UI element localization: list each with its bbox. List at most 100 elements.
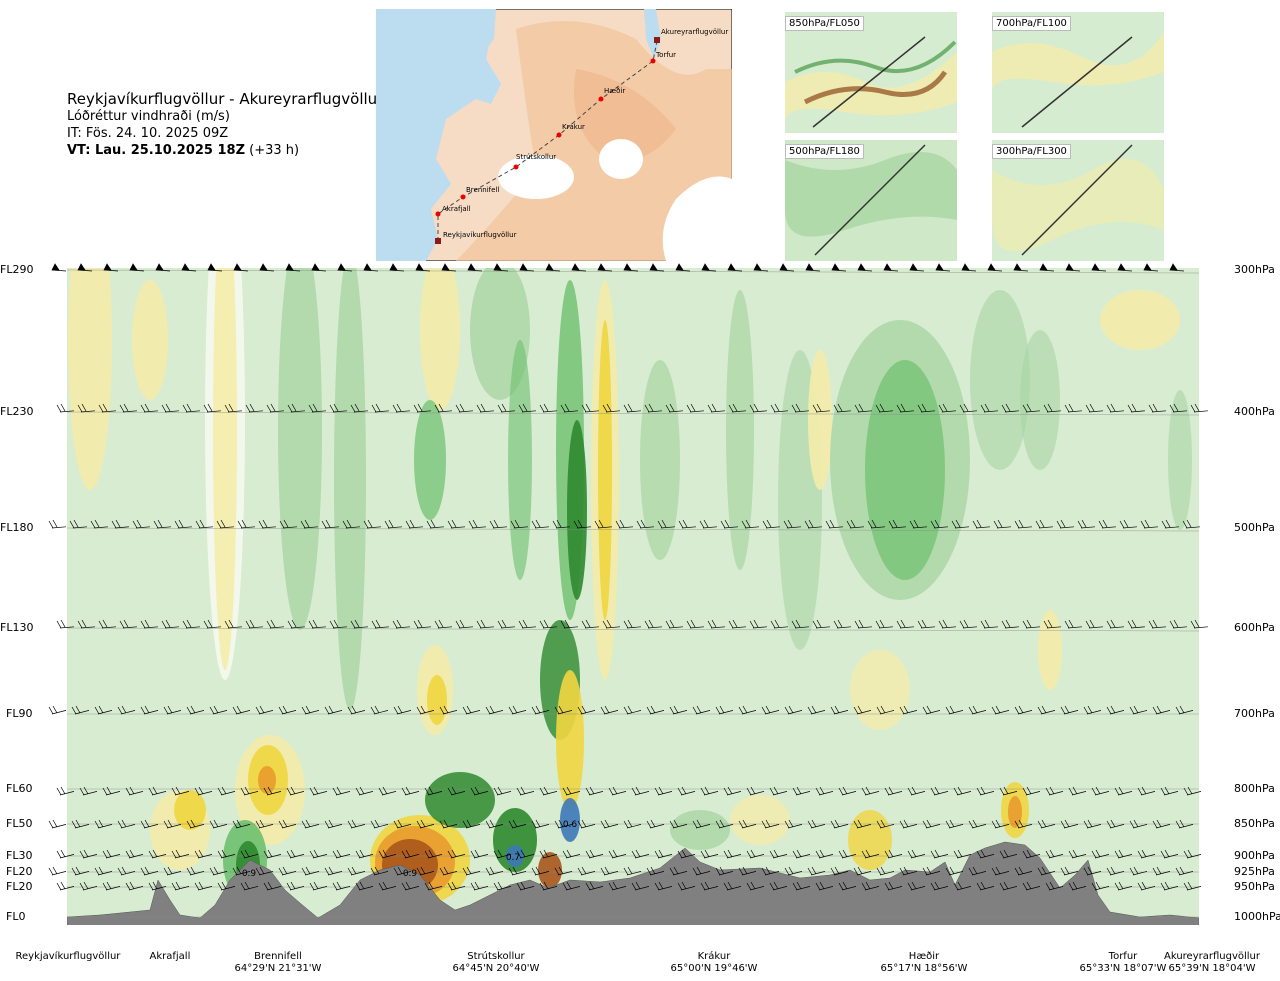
- wind-barb: [646, 866, 665, 876]
- wind-barb: [815, 786, 834, 796]
- wind-barb: [539, 881, 558, 891]
- wind-barb: [439, 866, 458, 876]
- wind-barb: [71, 866, 90, 876]
- location-name: Strútskollur: [467, 951, 525, 962]
- wind-barb: [287, 619, 306, 629]
- strong-downdraft-core: [425, 772, 495, 828]
- wind-barb: [497, 403, 516, 413]
- wind-barb: [761, 866, 780, 876]
- wind-barb: [791, 403, 810, 413]
- wind-barb: [531, 866, 550, 876]
- wind-barb: [1148, 403, 1167, 413]
- wind-barb: [723, 786, 742, 796]
- wind-barb: [1129, 705, 1148, 715]
- wind-barb: [608, 786, 627, 796]
- wind-barb: [1114, 786, 1133, 796]
- wind-barb: [876, 705, 895, 715]
- wind-barb: [207, 263, 223, 272]
- wind-barb: [807, 866, 826, 876]
- wind-barb: [1014, 819, 1033, 829]
- wind-barb: [1137, 849, 1156, 859]
- wind-barb: [48, 866, 67, 876]
- wind-barb: [148, 849, 167, 859]
- wind-barb: [1035, 519, 1054, 529]
- wind-barb: [999, 881, 1018, 891]
- route-map: Reykjavíkurflugvöllur Akrafjall Brennife…: [376, 9, 732, 261]
- wind-barb: [415, 263, 431, 272]
- wind-barb: [56, 881, 75, 891]
- location-name: Akrafjall: [149, 951, 191, 962]
- wind-barb: [723, 849, 742, 859]
- wind-barb: [594, 519, 613, 529]
- wind-barb: [401, 786, 420, 796]
- wind-barb: [232, 819, 251, 829]
- wind-barb: [746, 786, 765, 796]
- wind-barb: [1022, 403, 1041, 413]
- wind-barb: [321, 519, 340, 529]
- wind-barb: [1169, 403, 1188, 413]
- wind-barb: [155, 263, 171, 272]
- wind-barb: [883, 263, 899, 272]
- updraft-core: [556, 670, 584, 810]
- wind-barb: [1161, 519, 1180, 529]
- thumbnail-500hpa[interactable]: 500hPa/FL180: [785, 140, 957, 261]
- wind-barb: [1022, 786, 1041, 796]
- wind-barb: [174, 519, 193, 529]
- wind-barb: [1068, 786, 1087, 796]
- location-label: Reykjavíkurflugvöllur: [16, 951, 121, 963]
- wind-barb: [370, 866, 389, 876]
- flight-level-label: FL20: [6, 880, 33, 893]
- thumbnail-300hpa[interactable]: 300hPa/FL300: [992, 140, 1164, 261]
- wind-barb: [216, 519, 235, 529]
- wind-barb: [1106, 403, 1125, 413]
- thumbnail-label: 300hPa/FL300: [992, 144, 1071, 159]
- wind-barb: [347, 819, 366, 829]
- location-name: Hæðir: [908, 951, 940, 962]
- wind-barb: [562, 849, 581, 859]
- wind-barb: [807, 705, 826, 715]
- wind-barb: [125, 786, 144, 796]
- wind-barb: [991, 866, 1010, 876]
- wind-barb: [899, 866, 918, 876]
- wind-barb: [1083, 705, 1102, 715]
- wind-barb: [493, 881, 512, 891]
- wind-barb: [951, 519, 970, 529]
- wind-barb: [186, 819, 205, 829]
- wind-barb: [678, 519, 697, 529]
- wind-barb: [854, 403, 873, 413]
- wind-barb: [329, 403, 348, 413]
- pressure-level-label: 950hPa: [1234, 880, 1275, 893]
- downdraft-band: [1020, 330, 1060, 470]
- wind-barb: [935, 263, 951, 272]
- wind-barb: [707, 619, 726, 629]
- wind-barb: [945, 705, 964, 715]
- thumbnail-map: [992, 12, 1164, 133]
- wind-barb: [186, 866, 205, 876]
- wind-barb: [1143, 263, 1159, 272]
- wind-barb: [1065, 263, 1081, 272]
- thumbnail-850hpa[interactable]: 850hPa/FL050: [785, 12, 957, 133]
- wind-barb: [1068, 849, 1087, 859]
- wind-barb: [77, 403, 96, 413]
- wind-barb: [784, 819, 803, 829]
- wind-barb: [1091, 849, 1110, 859]
- wind-barb: [1077, 519, 1096, 529]
- wind-barb: [171, 881, 190, 891]
- wind-barb: [1114, 849, 1133, 859]
- wind-barb: [163, 705, 182, 715]
- wind-barb: [980, 403, 999, 413]
- wind-barb: [447, 849, 466, 859]
- wind-barb: [646, 705, 665, 715]
- wind-barb: [779, 263, 795, 272]
- wind-barb: [830, 819, 849, 829]
- wind-barb: [311, 263, 327, 272]
- wind-barb: [1190, 403, 1209, 413]
- wind-barb: [654, 881, 673, 891]
- wind-barb: [393, 866, 412, 876]
- wind-barb: [692, 819, 711, 829]
- wind-barb: [838, 786, 857, 796]
- wind-barb: [1091, 786, 1110, 796]
- wind-barb: [255, 819, 274, 829]
- wind-barb: [571, 263, 587, 272]
- thumbnail-700hpa[interactable]: 700hPa/FL100: [992, 12, 1164, 133]
